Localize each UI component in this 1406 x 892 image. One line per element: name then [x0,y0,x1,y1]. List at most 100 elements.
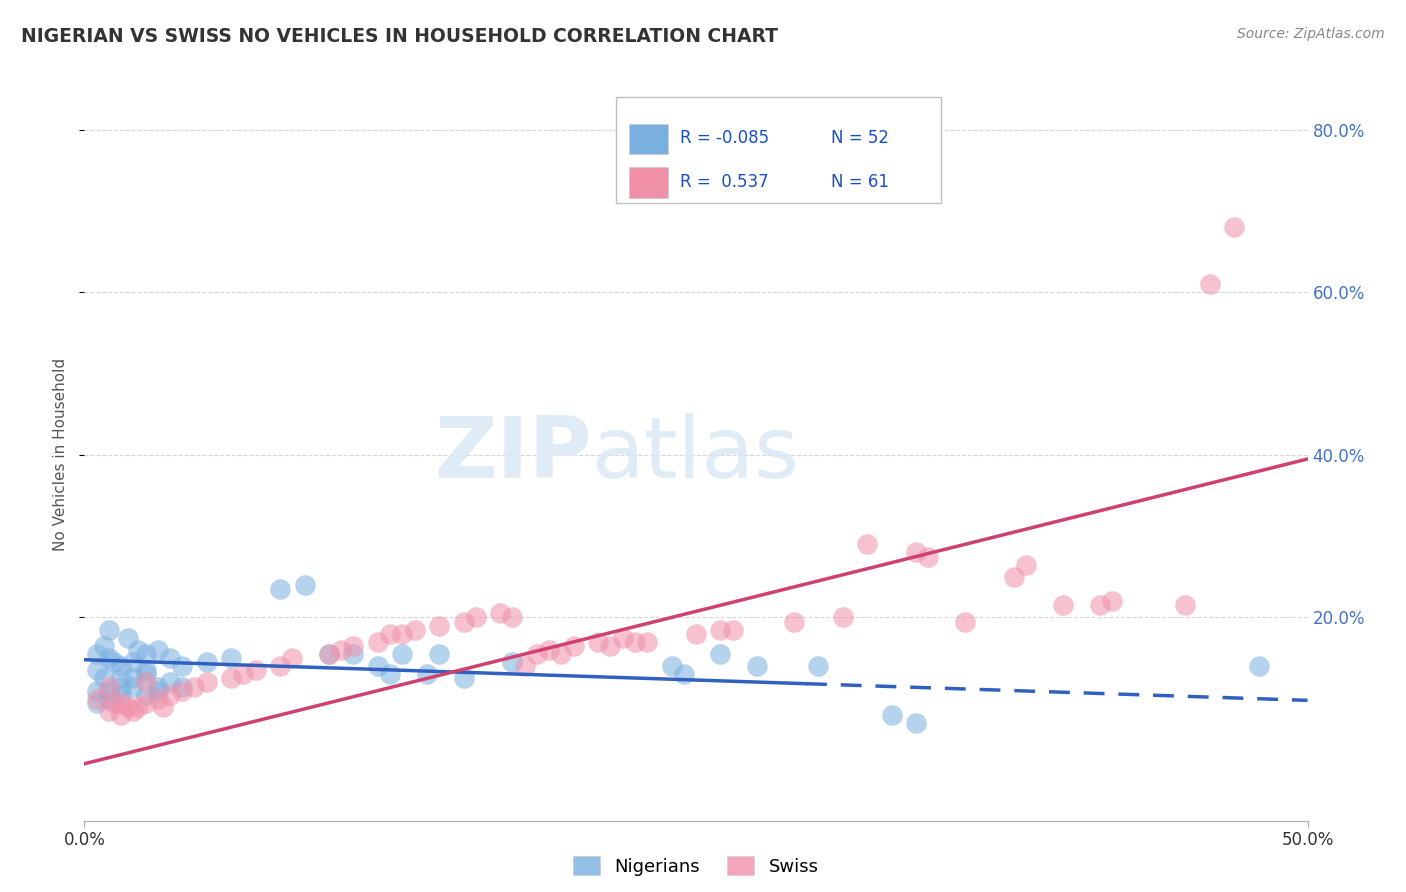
Text: R =  0.537: R = 0.537 [681,173,769,191]
Point [342,647,364,661]
Point [93,672,115,686]
Point [219,651,242,665]
Point [269,659,291,673]
Point [135,675,157,690]
Point [416,667,439,681]
Point [721,623,744,637]
Point [1088,599,1111,613]
FancyBboxPatch shape [628,168,668,198]
Point [526,647,548,661]
Point [97,680,120,694]
Point [709,623,731,637]
Point [146,643,169,657]
Point [538,643,561,657]
Point [86,683,108,698]
Point [685,626,707,640]
Point [195,675,218,690]
Point [135,667,157,681]
Text: ZIP: ZIP [434,413,592,497]
Point [103,696,125,710]
Point [117,699,139,714]
Point [135,647,157,661]
Point [636,635,658,649]
Point [86,696,108,710]
Point [783,615,806,629]
Point [330,643,353,657]
Point [159,675,181,690]
Point [905,545,928,559]
Point [367,659,389,673]
Point [1101,594,1123,608]
Point [127,643,149,657]
Point [599,639,621,653]
Point [1174,599,1197,613]
Point [612,631,634,645]
Point [318,647,340,661]
Legend: Nigerians, Swiss: Nigerians, Swiss [564,847,828,885]
Point [172,659,194,673]
Point [122,704,145,718]
Y-axis label: No Vehicles in Household: No Vehicles in Household [52,359,67,551]
Text: R = -0.085: R = -0.085 [681,129,769,147]
Point [709,647,731,661]
Point [183,680,205,694]
Point [1198,277,1220,292]
Point [97,623,120,637]
Point [110,708,132,723]
Point [135,663,157,677]
Point [1002,570,1025,584]
Point [391,626,413,640]
Point [807,659,830,673]
Point [232,667,254,681]
Point [427,647,450,661]
Point [342,639,364,653]
Point [110,680,132,694]
Point [172,683,194,698]
Point [953,615,976,629]
Point [917,549,939,564]
Point [127,699,149,714]
Point [159,651,181,665]
Point [93,639,115,653]
Text: N = 52: N = 52 [831,129,889,147]
Point [550,647,572,661]
Point [110,696,132,710]
Point [146,691,169,706]
Point [103,655,125,669]
Point [281,651,304,665]
Point [464,610,486,624]
Point [195,655,218,669]
Point [905,716,928,731]
Point [427,618,450,632]
Point [245,663,267,677]
Point [624,635,647,649]
Point [1015,558,1038,572]
Point [146,683,169,698]
FancyBboxPatch shape [616,96,941,202]
Point [880,708,903,723]
Point [152,699,174,714]
Point [318,647,340,661]
Point [97,704,120,718]
Point [380,626,402,640]
Point [110,672,132,686]
Point [831,610,853,624]
Point [856,537,879,551]
Point [97,691,120,706]
Text: atlas: atlas [592,413,800,497]
Point [1052,599,1074,613]
Point [110,688,132,702]
Point [294,578,316,592]
Point [122,680,145,694]
Point [122,655,145,669]
Point [502,610,524,624]
Point [747,659,769,673]
Point [146,680,169,694]
Point [367,635,389,649]
FancyBboxPatch shape [628,124,668,154]
Point [404,623,426,637]
Point [391,647,413,661]
Point [562,639,585,653]
Point [1247,659,1270,673]
Point [86,663,108,677]
